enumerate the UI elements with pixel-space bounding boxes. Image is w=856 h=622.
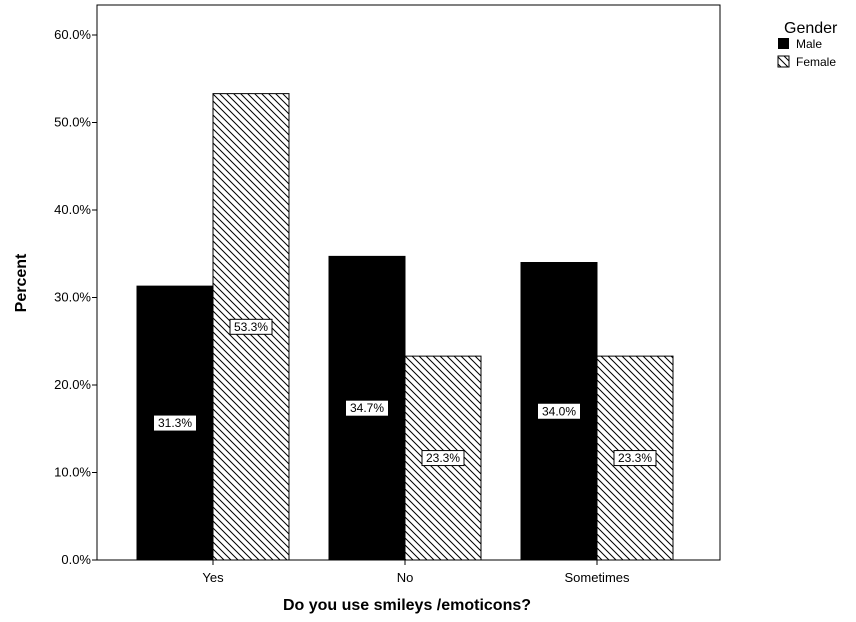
y-tick-label: 40.0% [54, 202, 91, 217]
legend-swatch-female [777, 55, 790, 68]
x-tick-label: Sometimes [564, 570, 630, 585]
legend-title: Gender [784, 20, 838, 37]
data-label-box [346, 400, 388, 416]
x-tick-label: Yes [202, 570, 224, 585]
y-tick-label: 20.0% [54, 377, 91, 392]
data-label-box [538, 403, 580, 419]
bars: 31.3% 53.3% 34.7% 23.3% 34.0% 23.3% [136, 93, 674, 561]
y-tick-label: 10.0% [54, 465, 91, 480]
data-label: 23.3% [426, 451, 460, 465]
x-axis: Yes No Sometimes [202, 560, 630, 585]
y-axis-title: Percent [13, 253, 30, 312]
y-axis: 0.0% 10.0% 20.0% 30.0% 40.0% 50.0% 60.0% [54, 27, 97, 567]
y-tick-label: 0.0% [61, 552, 91, 567]
x-tick-label: No [397, 570, 414, 585]
data-label: 34.0% [542, 404, 576, 418]
data-label: 53.3% [234, 320, 268, 334]
data-label: 31.3% [158, 416, 192, 430]
data-label-box [229, 318, 273, 335]
legend-label-male: Male [796, 37, 822, 51]
y-tick-label: 50.0% [54, 115, 91, 130]
data-label: 23.3% [618, 451, 652, 465]
data-label-box [154, 415, 196, 431]
data-label: 34.7% [350, 401, 384, 415]
legend-swatch-male [778, 38, 789, 49]
y-tick-label: 60.0% [54, 27, 91, 42]
x-axis-title: Do you use smileys /emoticons? [283, 597, 531, 614]
legend: Gender Male Female [777, 20, 838, 69]
y-tick-label: 30.0% [54, 290, 91, 305]
legend-label-female: Female [796, 55, 836, 69]
data-label-box [421, 450, 465, 467]
data-label-box [613, 450, 657, 467]
